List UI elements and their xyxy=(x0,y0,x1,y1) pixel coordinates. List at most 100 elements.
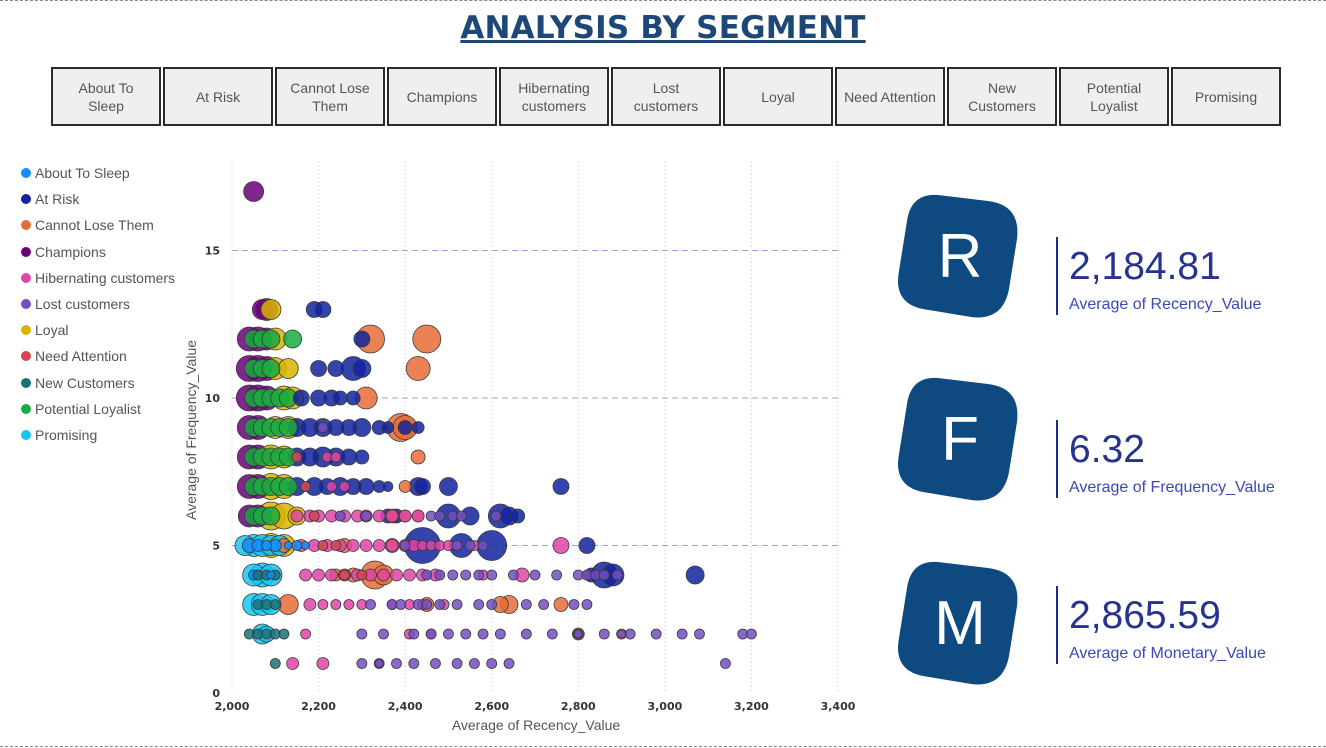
data-point-hibernating-customers[interactable] xyxy=(317,599,329,610)
data-point-lost-customers[interactable] xyxy=(746,628,757,640)
data-point-hibernating-customers[interactable] xyxy=(346,539,360,552)
segment-button-at-risk[interactable]: At Risk xyxy=(163,67,273,126)
data-point-at-risk[interactable] xyxy=(381,421,395,434)
data-point-hibernating-customers[interactable] xyxy=(398,509,412,523)
data-point-hibernating-customers[interactable] xyxy=(403,568,416,582)
data-point-lost-customers[interactable] xyxy=(650,628,662,640)
data-point-lost-customers[interactable] xyxy=(434,569,446,581)
data-point-lost-customers[interactable] xyxy=(395,599,407,610)
data-point-new-customers[interactable] xyxy=(278,628,290,640)
data-point-lost-customers[interactable] xyxy=(473,569,485,581)
data-point-lost-customers[interactable] xyxy=(490,510,502,522)
segment-button-need-attention[interactable]: Need Attention xyxy=(835,67,945,126)
data-point-lost-customers[interactable] xyxy=(447,569,459,581)
data-point-lost-customers[interactable] xyxy=(451,540,463,551)
data-point-lost-customers[interactable] xyxy=(551,569,563,581)
data-point-lost-customers[interactable] xyxy=(520,628,532,640)
legend-item-loyal[interactable]: Loyal xyxy=(21,317,175,343)
data-point-lost-customers[interactable] xyxy=(408,658,420,669)
data-point-hibernating-customers[interactable] xyxy=(377,568,390,582)
data-point-loyal[interactable] xyxy=(277,358,299,379)
data-point-at-risk[interactable] xyxy=(332,390,348,406)
data-point-lost-customers[interactable] xyxy=(477,540,489,551)
data-point-lost-customers[interactable] xyxy=(460,628,472,640)
segment-button-about-to-sleep[interactable]: About To Sleep xyxy=(51,67,161,126)
data-point-lost-customers[interactable] xyxy=(538,599,550,610)
data-point-potential-loyalist[interactable] xyxy=(278,477,298,496)
data-point-need-attention[interactable] xyxy=(356,569,368,581)
data-point-hibernating-customers[interactable] xyxy=(552,537,570,554)
data-point-lost-customers[interactable] xyxy=(617,629,626,639)
data-point-about-to-sleep[interactable] xyxy=(266,570,276,580)
legend-item-about-to-sleep[interactable]: About To Sleep xyxy=(21,160,175,186)
data-point-hibernating-customers[interactable] xyxy=(372,539,386,552)
data-point-lost-customers[interactable] xyxy=(598,569,610,581)
data-point-at-risk[interactable] xyxy=(310,360,327,377)
data-point-lost-customers[interactable] xyxy=(421,569,433,581)
data-point-hibernating-customers[interactable] xyxy=(290,509,304,523)
data-point-hibernating-customers[interactable] xyxy=(372,509,386,523)
data-point-potential-loyalist[interactable] xyxy=(261,506,281,526)
data-point-champions[interactable] xyxy=(243,181,265,202)
data-point-hibernating-customers[interactable] xyxy=(411,509,425,523)
data-point-at-risk[interactable] xyxy=(357,478,375,495)
data-point-hibernating-customers[interactable] xyxy=(286,657,300,670)
data-point-lost-customers[interactable] xyxy=(624,628,636,640)
data-point-lost-customers[interactable] xyxy=(611,569,623,581)
data-point-lost-customers[interactable] xyxy=(486,658,498,669)
data-point-hibernating-customers[interactable] xyxy=(359,539,373,552)
data-point-need-attention[interactable] xyxy=(330,540,342,551)
data-point-lost-customers[interactable] xyxy=(503,658,515,669)
data-point-lost-customers[interactable] xyxy=(434,510,446,522)
data-point-about-to-sleep[interactable] xyxy=(283,541,293,550)
data-point-lost-customers[interactable] xyxy=(391,658,402,669)
legend-item-champions[interactable]: Champions xyxy=(21,239,175,265)
data-point-hibernating-customers[interactable] xyxy=(303,598,317,611)
data-point-new-customers[interactable] xyxy=(269,658,281,669)
data-point-lost-customers[interactable] xyxy=(486,599,498,610)
data-point-lost-customers[interactable] xyxy=(317,422,329,433)
data-point-lost-customers[interactable] xyxy=(460,569,472,581)
data-point-lost-customers[interactable] xyxy=(568,599,580,610)
data-point-lost-customers[interactable] xyxy=(451,658,463,669)
data-point-need-attention[interactable] xyxy=(317,540,329,551)
segment-button-lost-customers[interactable]: Lost customers xyxy=(611,67,721,126)
data-point-hibernating-customers[interactable] xyxy=(316,657,330,670)
data-point-at-risk[interactable] xyxy=(382,481,394,492)
data-point-hibernating-customers[interactable] xyxy=(390,568,403,582)
data-point-lost-customers[interactable] xyxy=(507,569,519,581)
data-point-hibernating-customers[interactable] xyxy=(299,568,312,582)
data-point-lost-customers[interactable] xyxy=(486,569,498,581)
data-point-lost-customers[interactable] xyxy=(573,629,583,639)
data-point-at-risk[interactable] xyxy=(353,330,371,348)
data-point-new-customers[interactable] xyxy=(269,599,281,610)
legend-item-need-attention[interactable]: Need Attention xyxy=(21,343,175,369)
data-point-cannot-lose-them[interactable] xyxy=(398,480,412,493)
data-point-loyal[interactable] xyxy=(260,299,282,320)
data-point-at-risk[interactable] xyxy=(327,360,345,377)
data-point-lost-customers[interactable] xyxy=(365,599,376,610)
segment-button-promising[interactable]: Promising xyxy=(1171,67,1281,126)
data-point-at-risk[interactable] xyxy=(685,565,705,585)
data-point-cannot-lose-them[interactable] xyxy=(412,324,442,354)
legend-item-hibernating-customers[interactable]: Hibernating customers xyxy=(21,265,175,291)
data-point-lost-customers[interactable] xyxy=(421,599,433,610)
data-point-lost-customers[interactable] xyxy=(464,540,476,551)
data-point-hibernating-customers[interactable] xyxy=(300,628,311,640)
legend-item-new-customers[interactable]: New Customers xyxy=(21,370,175,396)
data-point-at-risk[interactable] xyxy=(578,537,596,554)
data-point-hibernating-customers[interactable] xyxy=(385,539,399,552)
data-point-need-attention[interactable] xyxy=(308,510,320,522)
data-point-lost-customers[interactable] xyxy=(360,510,372,522)
data-point-potential-loyalist[interactable] xyxy=(261,329,281,349)
data-point-need-attention[interactable] xyxy=(339,569,350,581)
data-point-hibernating-customers[interactable] xyxy=(330,599,342,610)
data-point-cannot-lose-them[interactable] xyxy=(553,597,569,612)
data-point-at-risk[interactable] xyxy=(414,478,431,495)
data-point-lost-customers[interactable] xyxy=(468,658,480,669)
data-point-lost-customers[interactable] xyxy=(529,569,541,581)
data-point-at-risk[interactable] xyxy=(397,420,413,435)
data-point-hibernating-customers[interactable] xyxy=(339,481,350,492)
legend-item-at-risk[interactable]: At Risk xyxy=(21,186,175,212)
segment-button-cannot-lose-them[interactable]: Cannot Lose Them xyxy=(275,67,385,126)
